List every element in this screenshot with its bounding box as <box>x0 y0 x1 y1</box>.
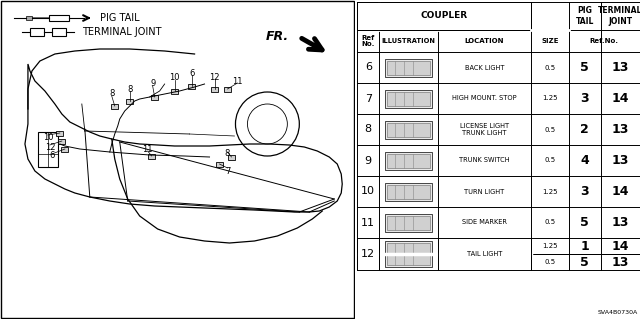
Text: COUPLER: COUPLER <box>420 11 468 20</box>
Bar <box>126 99 133 103</box>
Text: 13: 13 <box>612 61 629 74</box>
Bar <box>387 122 429 137</box>
Text: 8: 8 <box>225 150 230 159</box>
Bar <box>387 184 429 198</box>
Text: 9: 9 <box>150 79 156 88</box>
Text: SIDE MARKER: SIDE MARKER <box>462 219 507 226</box>
Bar <box>171 88 178 93</box>
Bar <box>216 161 223 167</box>
Text: 14: 14 <box>612 240 629 253</box>
Text: LICENSE LIGHT
TRUNK LIGHT: LICENSE LIGHT TRUNK LIGHT <box>460 123 509 136</box>
Text: 11: 11 <box>143 145 153 153</box>
Bar <box>387 61 429 75</box>
Text: 6: 6 <box>189 69 195 78</box>
Text: 0.5: 0.5 <box>545 259 556 265</box>
Bar <box>30 28 44 36</box>
Text: BACK LIGHT: BACK LIGHT <box>465 64 504 70</box>
Text: 12: 12 <box>45 143 55 152</box>
Text: HIGH MOUNT. STOP: HIGH MOUNT. STOP <box>452 95 517 101</box>
Text: 6: 6 <box>365 63 372 72</box>
Text: 0.5: 0.5 <box>545 158 556 164</box>
Text: 3: 3 <box>580 185 589 198</box>
Text: 8: 8 <box>109 90 115 99</box>
Text: 13: 13 <box>612 256 629 269</box>
Bar <box>58 138 65 144</box>
Text: 1: 1 <box>580 240 589 253</box>
Bar <box>111 103 118 108</box>
Bar <box>387 92 429 106</box>
Text: 10: 10 <box>362 187 375 197</box>
Text: 8: 8 <box>127 85 132 93</box>
Bar <box>52 28 66 36</box>
Text: 13: 13 <box>612 123 629 136</box>
Bar <box>26 16 32 20</box>
Text: SIZE: SIZE <box>541 38 559 44</box>
Text: 6: 6 <box>49 152 54 160</box>
Text: PIG TAIL: PIG TAIL <box>100 13 140 23</box>
Text: PIG
TAIL: PIG TAIL <box>575 6 594 26</box>
Bar <box>228 154 235 160</box>
Text: TERMINAL
JOINT: TERMINAL JOINT <box>598 6 640 26</box>
Bar <box>151 94 158 100</box>
Text: 5: 5 <box>580 256 589 269</box>
Bar <box>385 182 432 201</box>
Bar <box>49 15 69 21</box>
Text: ILLUSTRATION: ILLUSTRATION <box>381 38 436 44</box>
Text: 4: 4 <box>580 154 589 167</box>
Text: 1.25: 1.25 <box>542 243 557 249</box>
Text: 2: 2 <box>580 123 589 136</box>
Text: 8: 8 <box>365 124 372 135</box>
Bar <box>385 152 432 169</box>
Text: 11: 11 <box>362 218 375 227</box>
Text: 11: 11 <box>232 77 243 85</box>
Bar <box>385 121 432 138</box>
Text: 5: 5 <box>580 216 589 229</box>
Bar <box>188 84 195 88</box>
Bar <box>148 153 155 159</box>
Text: 10: 10 <box>170 73 180 83</box>
Text: 1.25: 1.25 <box>542 189 557 195</box>
Text: 0.5: 0.5 <box>545 127 556 132</box>
Text: 0.5: 0.5 <box>545 64 556 70</box>
Bar <box>385 58 432 77</box>
Text: 10: 10 <box>43 132 53 142</box>
Bar <box>387 153 429 167</box>
Bar <box>385 241 432 267</box>
Text: 14: 14 <box>612 185 629 198</box>
Text: 7: 7 <box>225 167 230 175</box>
Text: 13: 13 <box>612 154 629 167</box>
Text: 0.5: 0.5 <box>545 219 556 226</box>
Text: 9: 9 <box>365 155 372 166</box>
Text: TAIL LIGHT: TAIL LIGHT <box>467 251 502 257</box>
Bar <box>387 216 429 229</box>
Text: SVA4B0730A: SVA4B0730A <box>598 310 638 315</box>
Text: 7: 7 <box>365 93 372 103</box>
Bar <box>224 86 231 92</box>
Bar <box>56 130 63 136</box>
Text: TURN LIGHT: TURN LIGHT <box>465 189 505 195</box>
Bar <box>211 86 218 92</box>
Text: 1.25: 1.25 <box>542 95 557 101</box>
Text: FR.: FR. <box>266 29 289 42</box>
Text: Ref.No.: Ref.No. <box>590 38 619 44</box>
Bar <box>385 90 432 108</box>
Text: 5: 5 <box>580 61 589 74</box>
Text: 3: 3 <box>580 92 589 105</box>
Text: 12: 12 <box>361 249 375 259</box>
Bar <box>61 146 68 152</box>
Text: 12: 12 <box>209 72 220 81</box>
Text: TRUNK SWITCH: TRUNK SWITCH <box>460 158 510 164</box>
Text: TERMINAL JOINT: TERMINAL JOINT <box>82 27 161 37</box>
Bar <box>385 213 432 232</box>
Bar <box>38 132 58 167</box>
Text: 14: 14 <box>612 92 629 105</box>
Text: 13: 13 <box>612 216 629 229</box>
Bar <box>387 243 429 265</box>
Text: LOCATION: LOCATION <box>465 38 504 44</box>
Text: Ref
No.: Ref No. <box>362 34 375 48</box>
